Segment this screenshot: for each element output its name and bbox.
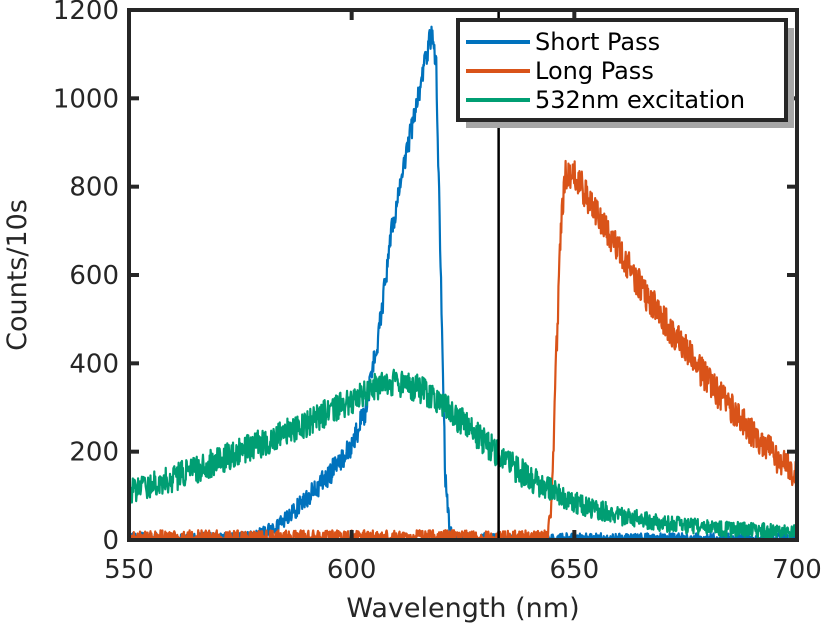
x-ticks: 550 600 650 700 [104,10,822,585]
y-ticks: 0 200 400 600 800 1000 1200 [53,0,797,556]
x-tick-label: 700 [772,555,822,585]
legend-label: Long Pass [535,57,654,85]
x-tick-label: 650 [550,555,600,585]
y-tick-label: 200 [69,438,119,468]
y-axis-label: Counts/10s [2,199,33,351]
y-tick-label: 400 [69,349,119,379]
y-tick-label: 1200 [53,0,119,26]
y-tick-label: 800 [69,173,119,203]
legend-label: Short Pass [535,28,660,56]
series-line-2 [129,368,797,539]
x-tick-label: 550 [104,555,154,585]
y-tick-label: 0 [102,526,119,556]
x-tick-label: 600 [327,555,377,585]
y-tick-label: 600 [69,261,119,291]
series-line-1 [129,159,797,540]
legend-label: 532nm excitation [535,86,745,114]
x-axis-label: Wavelength (nm) [346,593,579,624]
y-tick-label: 1000 [53,84,119,114]
